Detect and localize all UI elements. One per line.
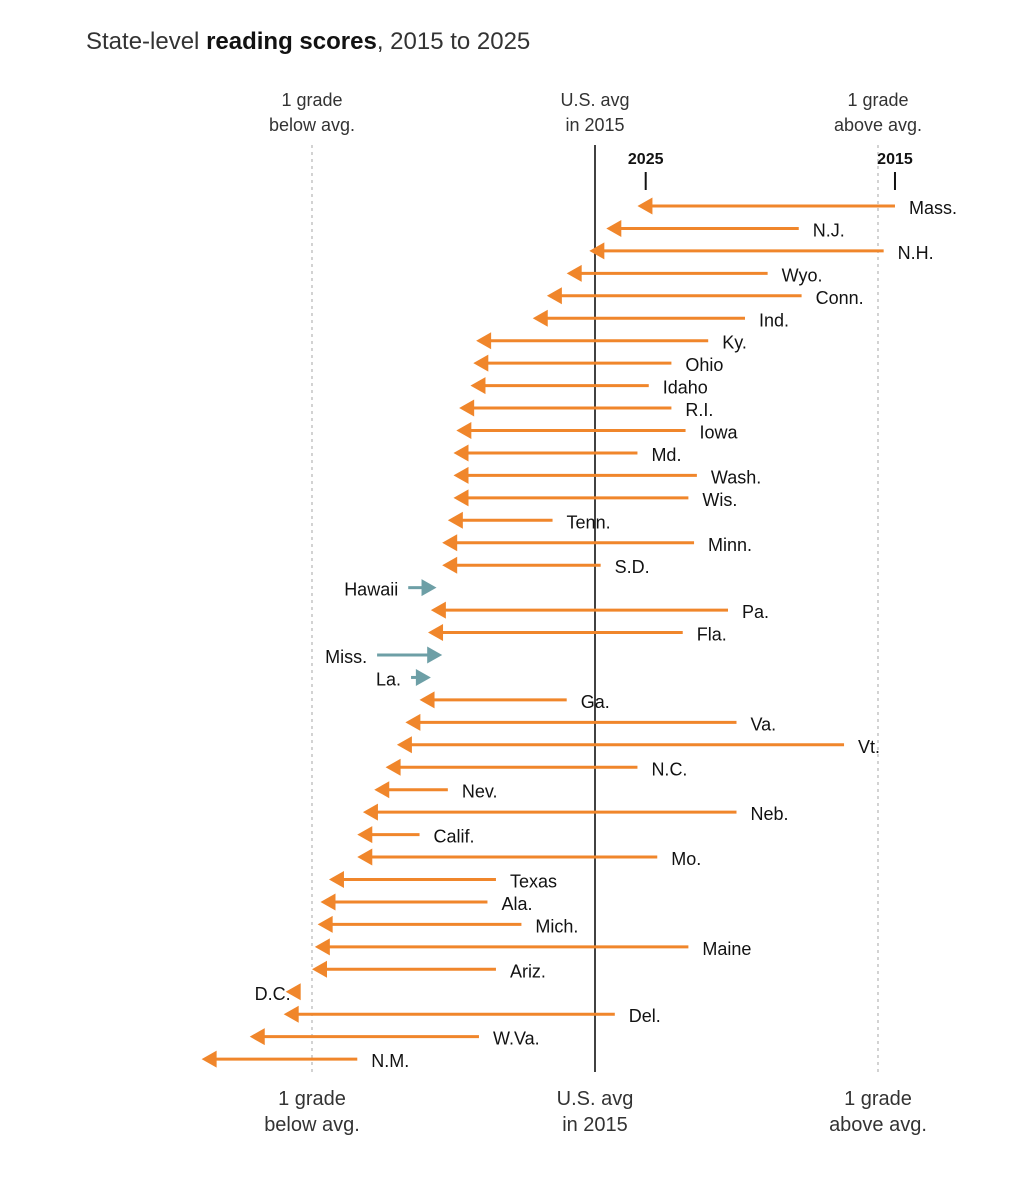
state-label: Wyo.	[782, 265, 823, 285]
arrow-head-31	[320, 893, 336, 911]
arrow-head-27	[362, 803, 378, 821]
arrow-head-8	[470, 377, 486, 395]
reference-label-top-0-0: 1 grade	[281, 90, 342, 110]
reference-label-bottom-1-1: in 2015	[562, 1114, 628, 1136]
state-label: Maine	[702, 939, 751, 959]
state-label: S.D.	[615, 557, 650, 577]
state-label: N.C.	[651, 759, 687, 779]
state-label: Ky.	[722, 333, 747, 353]
title-prefix: State-level	[86, 28, 207, 55]
state-label: N.H.	[898, 243, 934, 263]
title-suffix: , 2015 to 2025	[376, 28, 531, 55]
arrow-head-5	[532, 309, 548, 327]
arrow-head-20	[427, 646, 443, 664]
arrow-head-33	[314, 938, 330, 956]
legend-label-start: 2015	[877, 151, 913, 168]
arrow-head-11	[453, 444, 469, 462]
arrow-head-35	[285, 983, 301, 1001]
state-label: Ariz.	[510, 961, 546, 981]
state-label: Minn.	[708, 535, 752, 555]
state-label: Tenn.	[567, 512, 611, 532]
arrow-head-19	[428, 624, 444, 642]
arrow-head-18	[430, 601, 446, 619]
state-label: Nev.	[462, 782, 498, 802]
reference-label-bottom-0-0: 1 grade	[278, 1088, 346, 1110]
state-label: Calif.	[434, 827, 475, 847]
state-label: Hawaii	[344, 580, 398, 600]
state-label: Wis.	[702, 490, 737, 510]
state-label: Ga.	[581, 692, 610, 712]
arrow-head-38	[201, 1050, 217, 1068]
arrow-head-15	[442, 534, 458, 552]
state-label: Neb.	[751, 804, 789, 824]
arrow-head-24	[396, 736, 412, 754]
state-label: Md.	[651, 445, 681, 465]
reference-label-bottom-2-0: 1 grade	[844, 1088, 912, 1110]
arrow-head-34	[312, 960, 327, 978]
reference-label-top-2-1: above avg.	[834, 115, 922, 135]
reference-label-top-1-1: in 2015	[565, 115, 624, 135]
arrow-head-37	[249, 1028, 265, 1046]
arrow-head-10	[456, 422, 472, 439]
state-label: W.Va.	[493, 1029, 540, 1049]
state-label: Wash.	[711, 467, 761, 487]
state-label: N.J.	[813, 220, 845, 240]
arrow-head-2	[589, 242, 605, 260]
arrow-head-13	[453, 489, 469, 507]
arrow-head-12	[453, 466, 469, 484]
arrow-head-1	[606, 219, 622, 237]
state-label: Texas	[510, 872, 557, 892]
arrow-head-16	[442, 556, 458, 574]
state-label: Ind.	[759, 310, 789, 330]
state-label: Pa.	[742, 602, 769, 622]
arrow-head-14	[447, 511, 463, 529]
arrow-head-3	[566, 264, 582, 282]
arrow-head-30	[328, 871, 344, 888]
arrow-head-21	[415, 668, 431, 686]
reference-label-top-2-0: 1 grade	[847, 90, 908, 110]
chart-title: State-level reading scores, 2015 to 2025	[86, 28, 530, 56]
arrow-head-17	[421, 579, 437, 597]
state-label: Va.	[751, 714, 777, 734]
arrow-head-29	[357, 848, 373, 866]
state-label: Idaho	[663, 378, 708, 398]
state-label: N.M.	[371, 1051, 409, 1071]
state-label: R.I.	[685, 400, 713, 420]
arrow-head-23	[405, 713, 421, 731]
state-label: D.C.	[255, 984, 291, 1004]
arrow-head-28	[357, 826, 373, 844]
title-bold: reading scores	[206, 28, 377, 55]
arrow-head-26	[374, 781, 390, 799]
legend-label-end: 2025	[628, 151, 664, 168]
state-label: Conn.	[816, 288, 864, 308]
state-label: Iowa	[700, 423, 739, 443]
state-label: Miss.	[325, 647, 367, 667]
state-label: La.	[376, 669, 401, 689]
arrow-head-9	[459, 399, 475, 417]
reference-label-top-1-0: U.S. avg	[560, 90, 629, 110]
arrow-head-4	[546, 287, 562, 305]
state-label: Ala.	[501, 894, 532, 914]
state-label: Ohio	[685, 355, 723, 375]
state-label: Fla.	[697, 625, 727, 645]
arrow-head-22	[419, 691, 435, 709]
state-label: Mo.	[671, 849, 701, 869]
state-label: Mich.	[535, 916, 578, 936]
arrow-head-7	[473, 354, 489, 372]
reference-label-bottom-1-0: U.S. avg	[557, 1088, 634, 1110]
reference-label-bottom-2-1: above avg.	[829, 1114, 927, 1136]
arrow-head-36	[283, 1005, 299, 1023]
state-label: Del.	[629, 1006, 661, 1026]
reference-label-top-0-1: below avg.	[269, 115, 355, 135]
reference-label-bottom-0-1: below avg.	[264, 1114, 360, 1136]
arrow-head-6	[476, 332, 492, 350]
arrow-head-0	[637, 197, 653, 215]
state-label: Vt.	[858, 737, 880, 757]
arrow-head-25	[385, 758, 401, 776]
state-label: Mass.	[909, 198, 957, 218]
arrow-head-32	[317, 915, 333, 933]
